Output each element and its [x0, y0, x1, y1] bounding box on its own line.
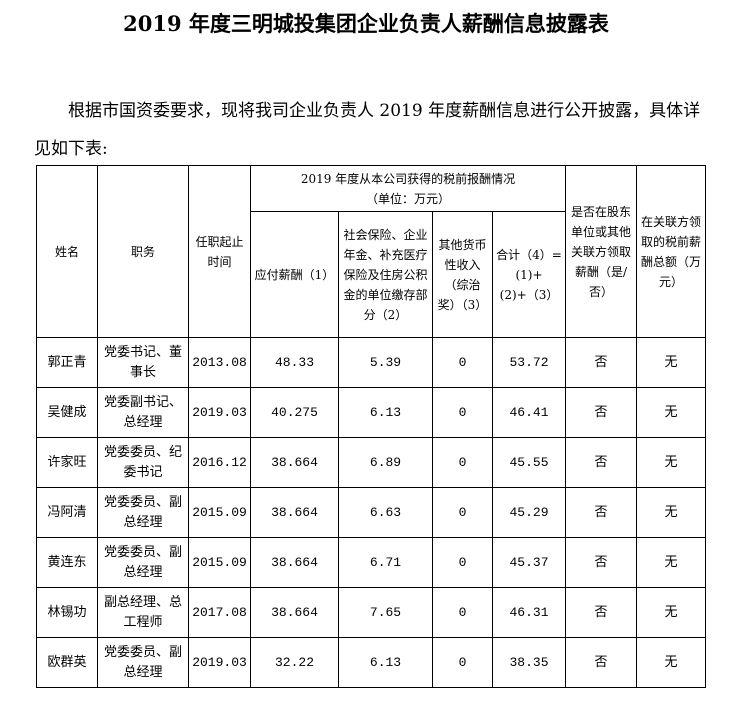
table-row: 冯阿清 党委委员、副总经理 2015.09 38.664 6.63 0 45.29 否无 [36, 487, 706, 538]
table-row: 欧群英 党委委员、副总经理 2019.03 32.22 6.13 0 38.35 否无 [36, 637, 706, 688]
header-salary: 应付薪酬（1） [250, 211, 339, 338]
header-shareholder: 是否在股东单位或其他关联方领取薪酬（是/否） [565, 165, 637, 338]
header-group-title: 2019 年度从本公司获得的税前报酬情况 [300, 171, 516, 186]
cell-other: 0 [432, 637, 493, 688]
cell-shareholder: 否 [565, 487, 637, 538]
cell-term: 2017.08 [188, 587, 251, 638]
cell-name: 黄连东 [36, 537, 98, 588]
cell-other: 0 [432, 387, 493, 438]
cell-insurance: 7.65 [338, 587, 433, 638]
cell-other: 0 [432, 537, 493, 588]
cell-salary: 40.275 [250, 387, 339, 438]
cell-name: 欧群英 [36, 637, 98, 688]
header-insurance: 社会保险、企业年金、补充医疗保险及住房公积金的单位缴存部分（2） [338, 211, 433, 338]
cell-insurance: 5.39 [338, 337, 433, 388]
table-row: 吴健成 党委副书记、总经理 2019.03 40.275 6.13 0 46.41 否无 [36, 387, 706, 438]
cell-other: 0 [432, 337, 493, 388]
cell-position: 党委委员、副总经理 [97, 487, 189, 538]
cell-total: 45.37 [492, 537, 566, 588]
cell-position: 党委委员、副总经理 [97, 637, 189, 688]
cell-shareholder: 否 [565, 337, 637, 388]
cell-name: 林锡功 [36, 587, 98, 638]
cell-related: 无 [636, 437, 706, 488]
cell-total: 46.41 [492, 387, 566, 438]
cell-position: 党委副书记、总经理 [97, 387, 189, 438]
cell-salary: 38.664 [250, 587, 339, 638]
header-position: 职务 [97, 165, 189, 338]
cell-shareholder: 否 [565, 537, 637, 588]
table-row: 黄连东 党委委员、副总经理 2015.09 38.664 6.71 0 45.37 否无 [36, 537, 706, 588]
header-group: 2019 年度从本公司获得的税前报酬情况 （单位：万元） [250, 165, 566, 212]
table-row: 许家旺 党委委员、纪委书记 2016.12 38.664 6.89 0 45.55 否无 [36, 437, 706, 488]
cell-position: 党委委员、纪委书记 [97, 437, 189, 488]
header-group-unit: （单位：万元） [365, 191, 450, 206]
cell-name: 许家旺 [36, 437, 98, 488]
cell-total: 46.31 [492, 587, 566, 638]
cell-salary: 38.664 [250, 437, 339, 488]
cell-term: 2015.09 [188, 487, 251, 538]
cell-total: 45.55 [492, 437, 566, 488]
cell-insurance: 6.89 [338, 437, 433, 488]
cell-term: 2013.08 [188, 337, 251, 388]
cell-other: 0 [432, 587, 493, 638]
cell-insurance: 6.13 [338, 637, 433, 688]
cell-salary: 38.664 [250, 537, 339, 588]
cell-salary: 48.33 [250, 337, 339, 388]
table-row: 郭正青 党委书记、董事长 2013.08 48.33 5.39 0 53.72 否无 [36, 337, 706, 388]
salary-table: 姓名 职务 任职起止时间 2019 年度从本公司获得的税前报酬情况 （单位：万元）… [36, 165, 706, 688]
cell-salary: 32.22 [250, 637, 339, 688]
cell-name: 郭正青 [36, 337, 98, 388]
cell-position: 副总经理、总工程师 [97, 587, 189, 638]
header-related: 在关联方领取的税前薪酬总额（万元） [636, 165, 706, 338]
cell-insurance: 6.13 [338, 387, 433, 438]
cell-related: 无 [636, 337, 706, 388]
cell-related: 无 [636, 637, 706, 688]
cell-related: 无 [636, 537, 706, 588]
cell-shareholder: 否 [565, 437, 637, 488]
header-total: 合计（4）=(1)+(2)+（3） [492, 211, 566, 338]
cell-salary: 38.664 [250, 487, 339, 538]
header-name: 姓名 [36, 165, 98, 338]
cell-position: 党委书记、董事长 [97, 337, 189, 388]
cell-other: 0 [432, 487, 493, 538]
header-other: 其他货币性收入（综治奖）（3） [432, 211, 493, 338]
cell-term: 2019.03 [188, 637, 251, 688]
cell-name: 吴健成 [36, 387, 98, 438]
cell-term: 2016.12 [188, 437, 251, 488]
cell-shareholder: 否 [565, 587, 637, 638]
cell-name: 冯阿清 [36, 487, 98, 538]
cell-shareholder: 否 [565, 387, 637, 438]
cell-term: 2015.09 [188, 537, 251, 588]
cell-other: 0 [432, 437, 493, 488]
cell-related: 无 [636, 487, 706, 538]
cell-related: 无 [636, 587, 706, 638]
cell-total: 38.35 [492, 637, 566, 688]
table-row: 林锡功 副总经理、总工程师 2017.08 38.664 7.65 0 46.31 否无 [36, 587, 706, 638]
document-title: 2019 年度三明城投集团企业负责人薪酬信息披露表 [123, 11, 609, 36]
cell-insurance: 6.63 [338, 487, 433, 538]
cell-term: 2019.03 [188, 387, 251, 438]
cell-position: 党委委员、副总经理 [97, 537, 189, 588]
cell-total: 53.72 [492, 337, 566, 388]
cell-insurance: 6.71 [338, 537, 433, 588]
cell-related: 无 [636, 387, 706, 438]
intro-paragraph: 根据市国资委要求，现将我司企业负责人 2019 年度薪酬信息进行公开披露，具体详… [34, 101, 701, 159]
cell-total: 45.29 [492, 487, 566, 538]
header-term: 任职起止时间 [188, 165, 251, 338]
cell-shareholder: 否 [565, 637, 637, 688]
